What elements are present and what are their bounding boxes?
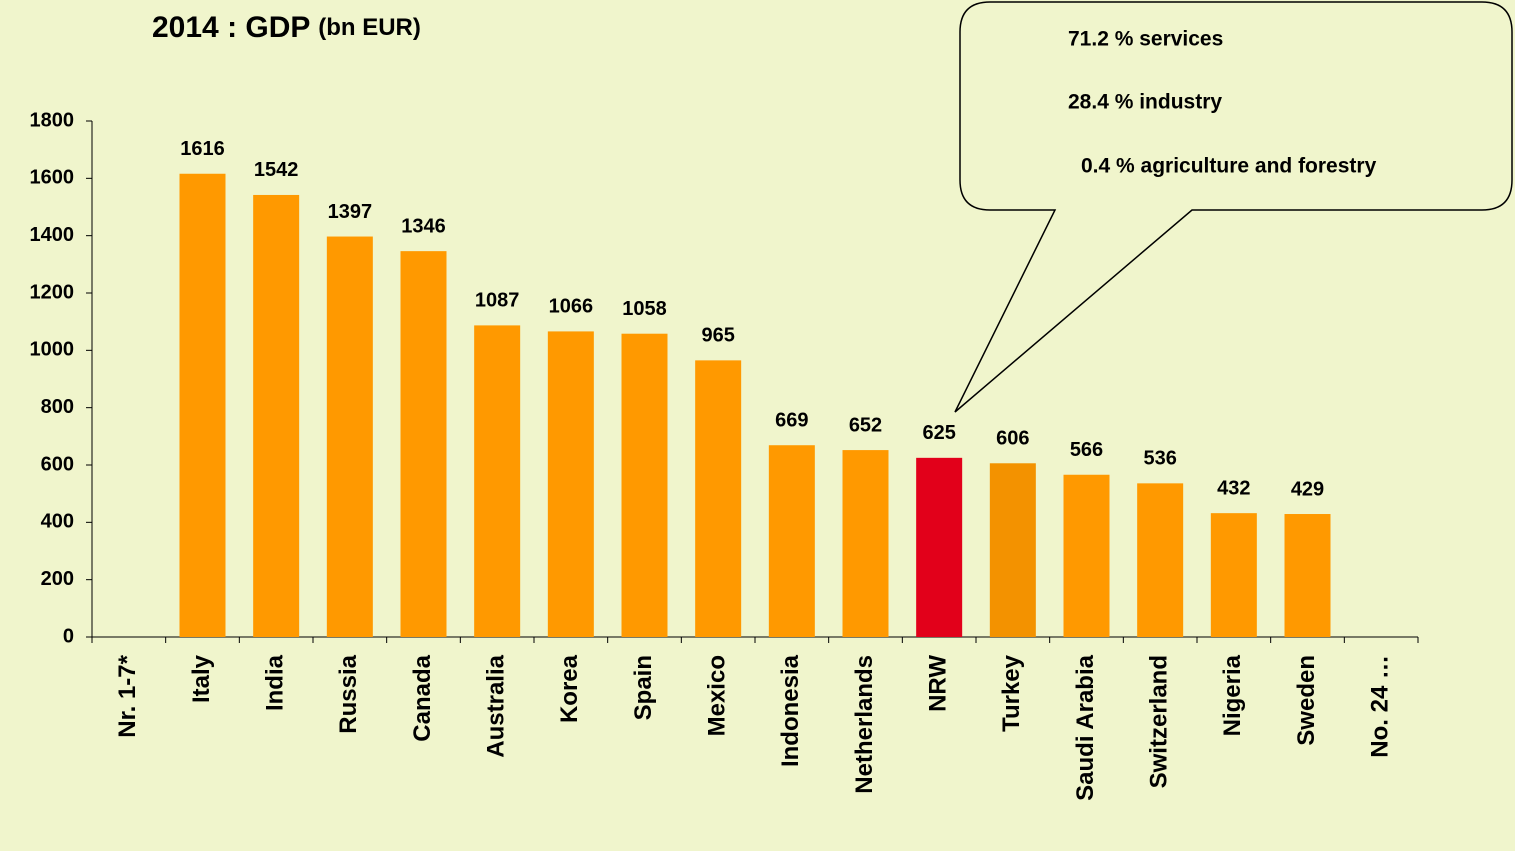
y-tick-label: 1200 bbox=[30, 281, 75, 303]
bar bbox=[253, 194, 300, 637]
value-label: 965 bbox=[701, 325, 734, 347]
x-tick-label: NRW bbox=[925, 655, 952, 712]
x-tick-label: Canada bbox=[409, 654, 436, 741]
chart-title: 2014 : GDP (bn EUR) bbox=[152, 11, 421, 44]
x-tick-label: Australia bbox=[483, 654, 510, 757]
value-label: 1616 bbox=[180, 138, 225, 160]
title-main: 2014 : GDP bbox=[152, 11, 310, 44]
bar bbox=[768, 445, 815, 637]
x-tick-label: Russia bbox=[335, 654, 362, 733]
x-tick-label: Turkey bbox=[998, 654, 1025, 732]
x-tick-label: Switzerland bbox=[1146, 655, 1173, 788]
bar bbox=[1137, 483, 1184, 637]
x-tick-label: Mexico bbox=[704, 655, 731, 736]
x-tick-label: Indonesia bbox=[777, 654, 804, 767]
bar bbox=[989, 463, 1036, 637]
x-tick-label: Sweden bbox=[1293, 655, 1320, 746]
bar bbox=[1210, 513, 1257, 637]
x-tick-label: India bbox=[262, 654, 289, 711]
x-tick-label: No. 24 … bbox=[1367, 655, 1394, 758]
bar bbox=[695, 360, 742, 637]
y-tick-label: 400 bbox=[41, 511, 74, 533]
annotation: 28.4 % industry bbox=[1068, 91, 1222, 114]
bar bbox=[621, 333, 668, 637]
y-tick-label: 600 bbox=[41, 453, 74, 475]
y-tick-label: 1600 bbox=[30, 167, 75, 189]
value-label: 606 bbox=[996, 428, 1029, 450]
value-label: 429 bbox=[1291, 478, 1324, 500]
value-label: 1346 bbox=[401, 215, 446, 237]
y-tick-label: 1000 bbox=[30, 339, 75, 361]
bar bbox=[916, 457, 963, 637]
x-tick-label: Spain bbox=[630, 655, 657, 720]
title-unit: (bn EUR) bbox=[318, 14, 421, 41]
bar bbox=[547, 331, 594, 637]
y-tick-label: 0 bbox=[63, 625, 74, 647]
callout bbox=[954, 1, 1513, 413]
x-tick-label: Saudi Arabia bbox=[1072, 654, 1099, 800]
value-label: 1087 bbox=[475, 290, 520, 312]
x-tick-label: Nigeria bbox=[1219, 654, 1246, 736]
value-label: 536 bbox=[1143, 448, 1176, 470]
bar bbox=[400, 251, 447, 637]
bar bbox=[1063, 474, 1110, 637]
x-tick-label: Korea bbox=[556, 654, 583, 723]
value-label: 566 bbox=[1070, 439, 1103, 461]
bar bbox=[842, 450, 889, 637]
bar bbox=[179, 173, 226, 637]
value-label: 1397 bbox=[328, 201, 373, 223]
value-label: 1058 bbox=[622, 298, 667, 320]
y-tick-label: 800 bbox=[41, 396, 74, 418]
y-tick-label: 200 bbox=[41, 568, 74, 590]
value-label: 669 bbox=[775, 410, 808, 432]
annotation: 0.4 % agriculture and forestry bbox=[1081, 155, 1377, 178]
annotation: 71.2 % services bbox=[1068, 28, 1223, 51]
bar bbox=[326, 236, 373, 637]
value-label: 432 bbox=[1217, 477, 1250, 499]
value-label: 652 bbox=[849, 414, 882, 436]
x-tick-label: Nr. 1-7* bbox=[114, 654, 141, 737]
value-label: 625 bbox=[922, 422, 955, 444]
bar bbox=[474, 325, 521, 637]
x-tick-label: Netherlands bbox=[851, 655, 878, 794]
y-tick-label: 1800 bbox=[30, 109, 75, 131]
y-tick-label: 1400 bbox=[30, 224, 75, 246]
value-label: 1066 bbox=[549, 296, 594, 318]
bar bbox=[1284, 514, 1331, 637]
x-tick-label: Italy bbox=[188, 654, 215, 703]
value-label: 1542 bbox=[254, 159, 299, 181]
